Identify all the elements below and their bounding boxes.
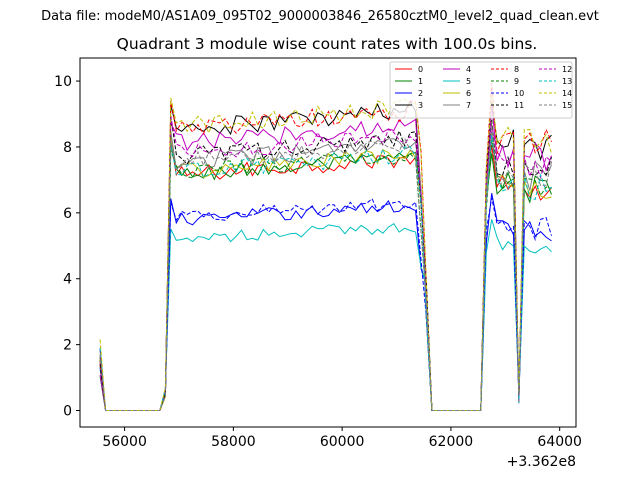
legend-label: 1 <box>418 77 423 86</box>
legend-label: 4 <box>466 65 471 74</box>
legend-label: 7 <box>466 101 471 110</box>
y-tick-label: 10 <box>54 74 72 90</box>
x-tick-label: 56000 <box>102 434 147 450</box>
legend-label: 15 <box>562 101 572 110</box>
x-tick-label: 62000 <box>429 434 474 450</box>
plot-frame <box>79 57 577 428</box>
y-tick-label: 6 <box>63 206 72 222</box>
legend-label: 10 <box>514 89 524 98</box>
y-tick-label: 8 <box>63 140 72 156</box>
data-file-header: Data file: modeM0/AS1A09_095T02_90000038… <box>41 9 599 24</box>
x-axis: 56000 58000 60000 62000 64000 <box>102 427 582 450</box>
x-tick-label: 64000 <box>537 434 582 450</box>
series-line-14 <box>99 94 552 411</box>
legend-label: 12 <box>562 65 572 74</box>
x-tick-label: 60000 <box>320 434 365 450</box>
series-layer <box>99 83 552 411</box>
legend-label: 13 <box>562 77 572 86</box>
y-tick-label: 0 <box>63 404 72 420</box>
series-line-12 <box>99 116 552 411</box>
legend-label: 6 <box>466 89 471 98</box>
chart-title: Quadrant 3 module wise count rates with … <box>117 35 538 53</box>
series-line-15 <box>99 121 552 411</box>
legend-label: 14 <box>562 89 572 98</box>
y-tick-label: 2 <box>63 338 72 354</box>
legend-label: 8 <box>514 65 519 74</box>
legend-label: 0 <box>418 65 423 74</box>
series-line-11 <box>99 116 552 411</box>
legend-label: 3 <box>418 101 423 110</box>
legend-label: 5 <box>466 77 471 86</box>
x-tick-label: 58000 <box>211 434 256 450</box>
legend-box <box>389 61 573 119</box>
x-axis-offset-label: +3.362e8 <box>507 454 576 470</box>
y-tick-label: 4 <box>63 272 72 288</box>
y-axis: 0 2 4 6 8 10 <box>54 74 80 420</box>
legend-label: 2 <box>418 89 423 98</box>
series-line-13 <box>99 135 552 411</box>
legend-label: 9 <box>514 77 519 86</box>
legend-label: 11 <box>514 101 524 110</box>
